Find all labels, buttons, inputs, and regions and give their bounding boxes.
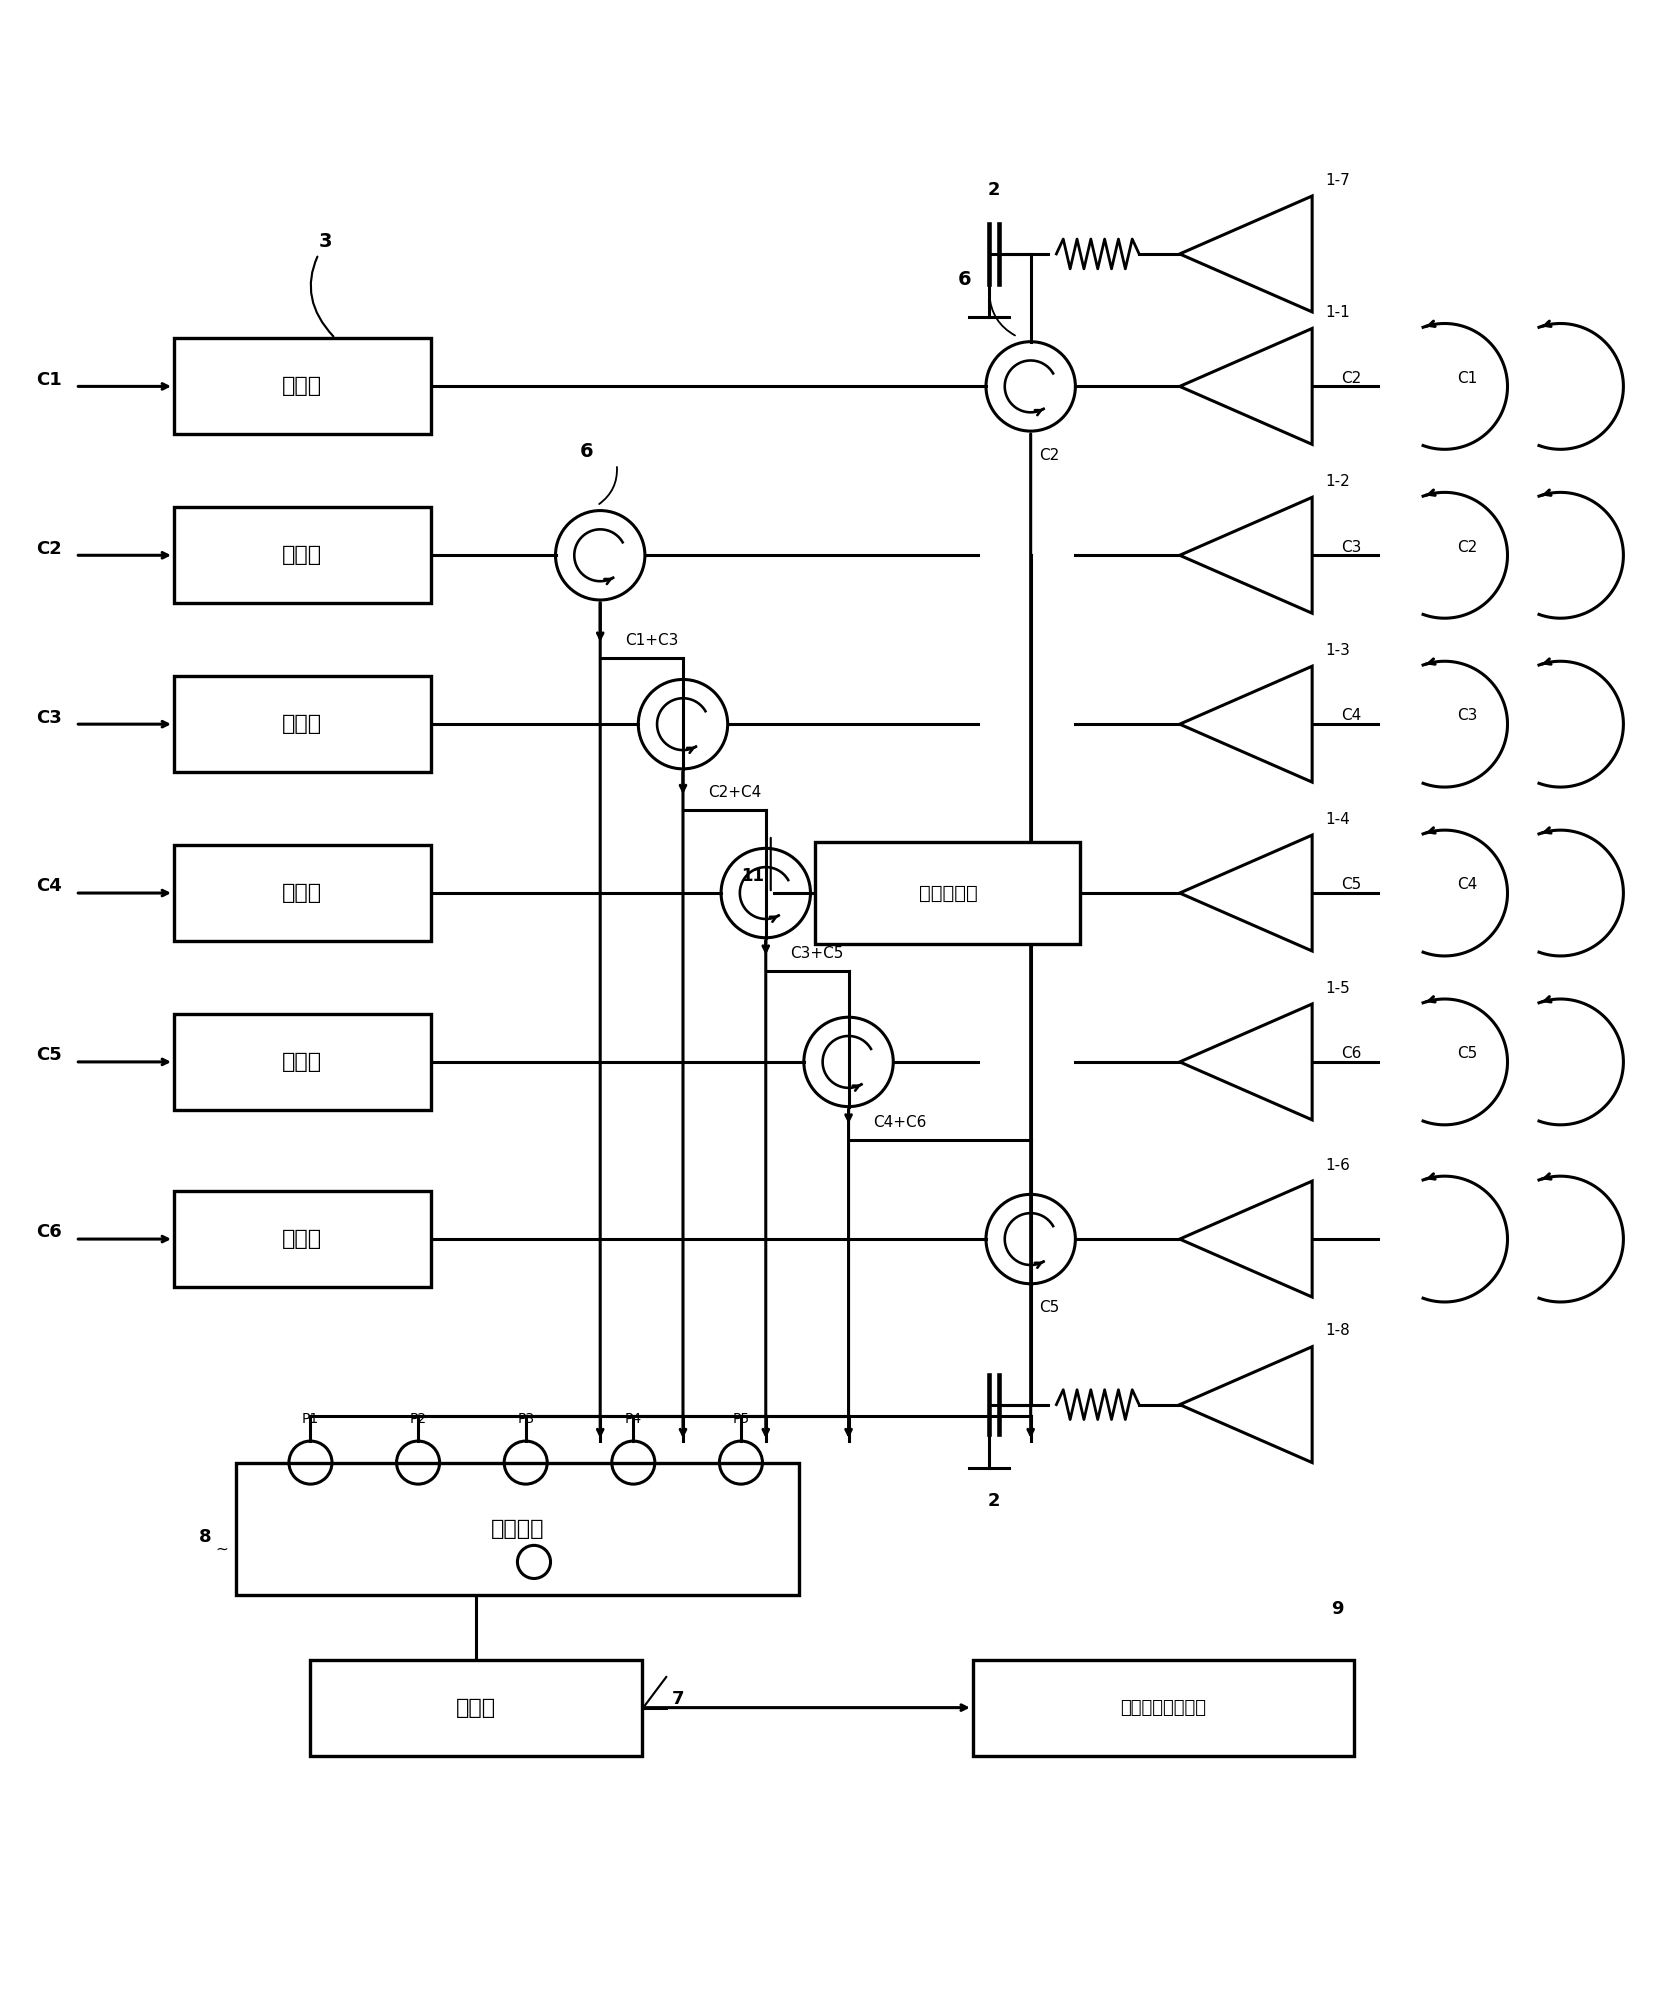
Bar <box>173 338 431 434</box>
Text: 7: 7 <box>671 1690 684 1708</box>
Text: P1: P1 <box>301 1413 319 1427</box>
Text: 功率合成器: 功率合成器 <box>919 883 977 903</box>
Text: C4+C6: C4+C6 <box>874 1115 927 1129</box>
Bar <box>173 1013 431 1111</box>
Text: 1-7: 1-7 <box>1326 172 1350 188</box>
Text: 发射机: 发射机 <box>283 713 323 733</box>
Text: C3+C5: C3+C5 <box>790 945 844 961</box>
Text: C3: C3 <box>1341 539 1361 555</box>
Text: C3: C3 <box>37 709 62 727</box>
Text: 1-2: 1-2 <box>1326 474 1350 490</box>
Text: 校准因子计算部分: 校准因子计算部分 <box>1120 1698 1206 1716</box>
Text: C6: C6 <box>1341 1047 1361 1061</box>
Text: P5: P5 <box>732 1413 749 1427</box>
Text: 8: 8 <box>198 1528 211 1546</box>
Bar <box>236 1463 799 1594</box>
Text: 1-5: 1-5 <box>1326 981 1350 995</box>
Text: 1-3: 1-3 <box>1326 643 1350 657</box>
Text: C6: C6 <box>37 1223 62 1241</box>
Bar <box>173 845 431 941</box>
Bar <box>973 1660 1353 1756</box>
Text: P2: P2 <box>409 1413 426 1427</box>
Text: C4: C4 <box>37 877 62 895</box>
Text: C5: C5 <box>37 1047 62 1065</box>
Text: 6: 6 <box>581 442 594 462</box>
Text: C3: C3 <box>1458 709 1478 723</box>
Bar <box>311 1660 642 1756</box>
Bar <box>173 1191 431 1287</box>
Text: 2: 2 <box>988 182 1000 200</box>
Text: 发射机: 发射机 <box>283 883 323 903</box>
Text: C1: C1 <box>37 372 62 390</box>
Text: C4: C4 <box>1458 877 1478 893</box>
Text: 发射机: 发射机 <box>283 545 323 565</box>
Text: 接收机: 接收机 <box>456 1698 496 1718</box>
Text: 1-6: 1-6 <box>1326 1159 1350 1173</box>
Text: C4: C4 <box>1341 709 1361 723</box>
Bar <box>173 507 431 603</box>
Text: 2: 2 <box>988 1493 1000 1510</box>
Bar <box>815 841 1080 945</box>
Text: 发射机: 发射机 <box>283 376 323 396</box>
Text: 11: 11 <box>740 867 764 885</box>
Text: C1: C1 <box>1458 370 1478 386</box>
Bar <box>173 675 431 771</box>
Text: ~: ~ <box>215 1540 228 1556</box>
Text: 1-4: 1-4 <box>1326 811 1350 827</box>
Text: C2: C2 <box>37 539 62 557</box>
Text: C5: C5 <box>1458 1047 1478 1061</box>
Text: 3: 3 <box>311 232 333 336</box>
Text: C5: C5 <box>1038 1301 1060 1315</box>
Text: P4: P4 <box>624 1413 642 1427</box>
Text: 9: 9 <box>1331 1600 1343 1618</box>
Text: C2: C2 <box>1458 539 1478 555</box>
Text: C2: C2 <box>1341 370 1361 386</box>
Text: C5: C5 <box>1341 877 1361 893</box>
Text: C2+C4: C2+C4 <box>707 785 760 801</box>
Text: 1-1: 1-1 <box>1326 306 1350 320</box>
Text: 6: 6 <box>958 270 972 290</box>
Text: 发射机: 发射机 <box>283 1229 323 1249</box>
Text: C2: C2 <box>1038 448 1060 464</box>
Text: C1+C3: C1+C3 <box>626 633 679 647</box>
Text: 射频开关: 射频开关 <box>491 1518 544 1538</box>
Text: P3: P3 <box>518 1413 534 1427</box>
Text: 发射机: 发射机 <box>283 1051 323 1071</box>
Text: 1-8: 1-8 <box>1326 1323 1350 1339</box>
